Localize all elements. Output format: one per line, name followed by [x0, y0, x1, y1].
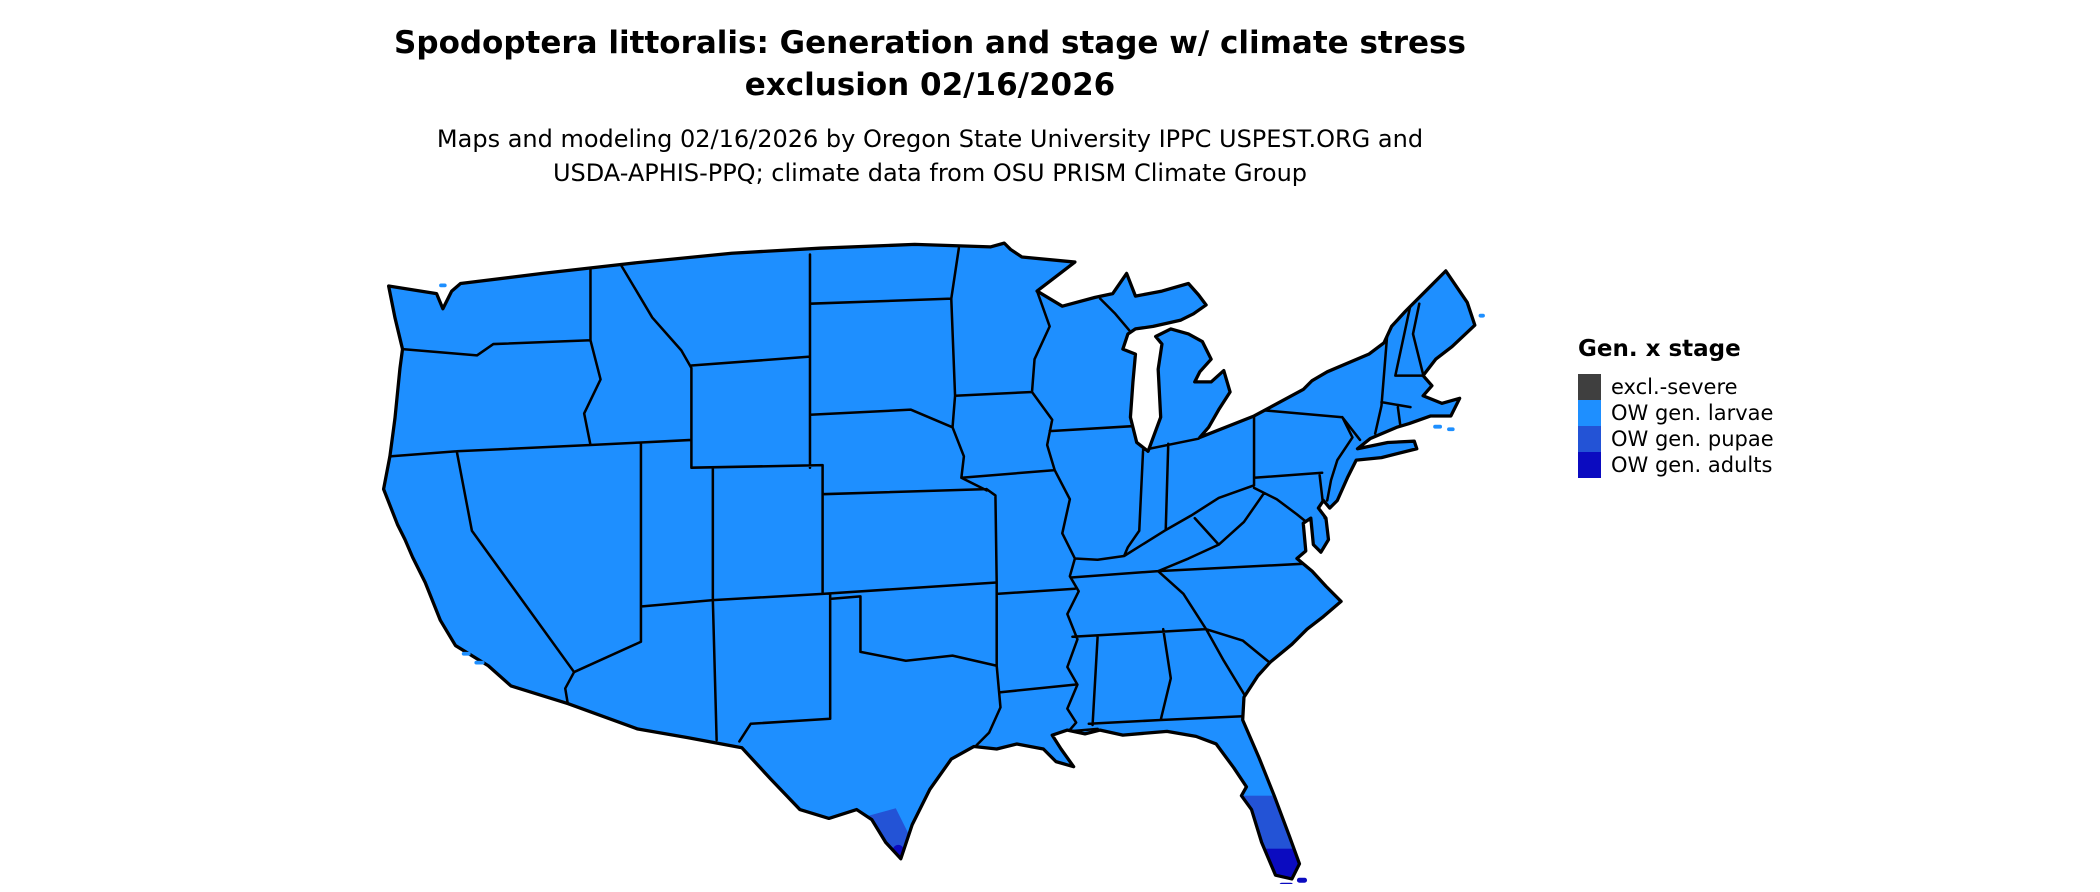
legend-item: excl.-severe [1578, 374, 1774, 400]
legend-item: OW gen. larvae [1578, 400, 1774, 426]
state-borders [388, 246, 1425, 747]
legend-swatch-ow-gen-adults [1578, 452, 1601, 478]
subtitle-line-2: USDA-APHIS-PPQ; climate data from OSU PR… [552, 159, 1308, 187]
legend-swatch-ow-gen-pupae [1578, 426, 1601, 452]
title-line-2: exclusion 02/16/2026 [744, 67, 1116, 103]
subtitle-line-1: Maps and modeling 02/16/2026 by Oregon S… [436, 125, 1424, 153]
figure-subtitle: Maps and modeling 02/16/2026 by Oregon S… [0, 122, 1860, 190]
legend-label: OW gen. pupae [1611, 427, 1774, 451]
offshore-islands [439, 283, 1485, 665]
us-map-svg [381, 241, 1485, 884]
legend-label: OW gen. adults [1611, 453, 1773, 477]
us-landmass [383, 243, 1475, 879]
legend-swatch-ow-gen-larvae [1578, 400, 1601, 426]
title-line-1: Spodoptera littoralis: Generation and st… [394, 25, 1466, 61]
legend-swatch-excl-severe [1578, 374, 1601, 400]
us-map [315, 228, 1527, 884]
legend: Gen. x stage excl.-severe OW gen. larvae… [1578, 336, 1774, 478]
figure-title: Spodoptera littoralis: Generation and st… [0, 22, 1860, 106]
legend-label: OW gen. larvae [1611, 401, 1774, 425]
florida-keys [1279, 877, 1308, 884]
legend-title: Gen. x stage [1578, 336, 1741, 362]
legend-label: excl.-severe [1611, 375, 1738, 399]
legend-item: OW gen. pupae [1578, 426, 1774, 452]
region-south-florida-pupae [1211, 795, 1328, 879]
region-south-florida-adults [1211, 848, 1328, 879]
legend-item: OW gen. adults [1578, 452, 1774, 478]
